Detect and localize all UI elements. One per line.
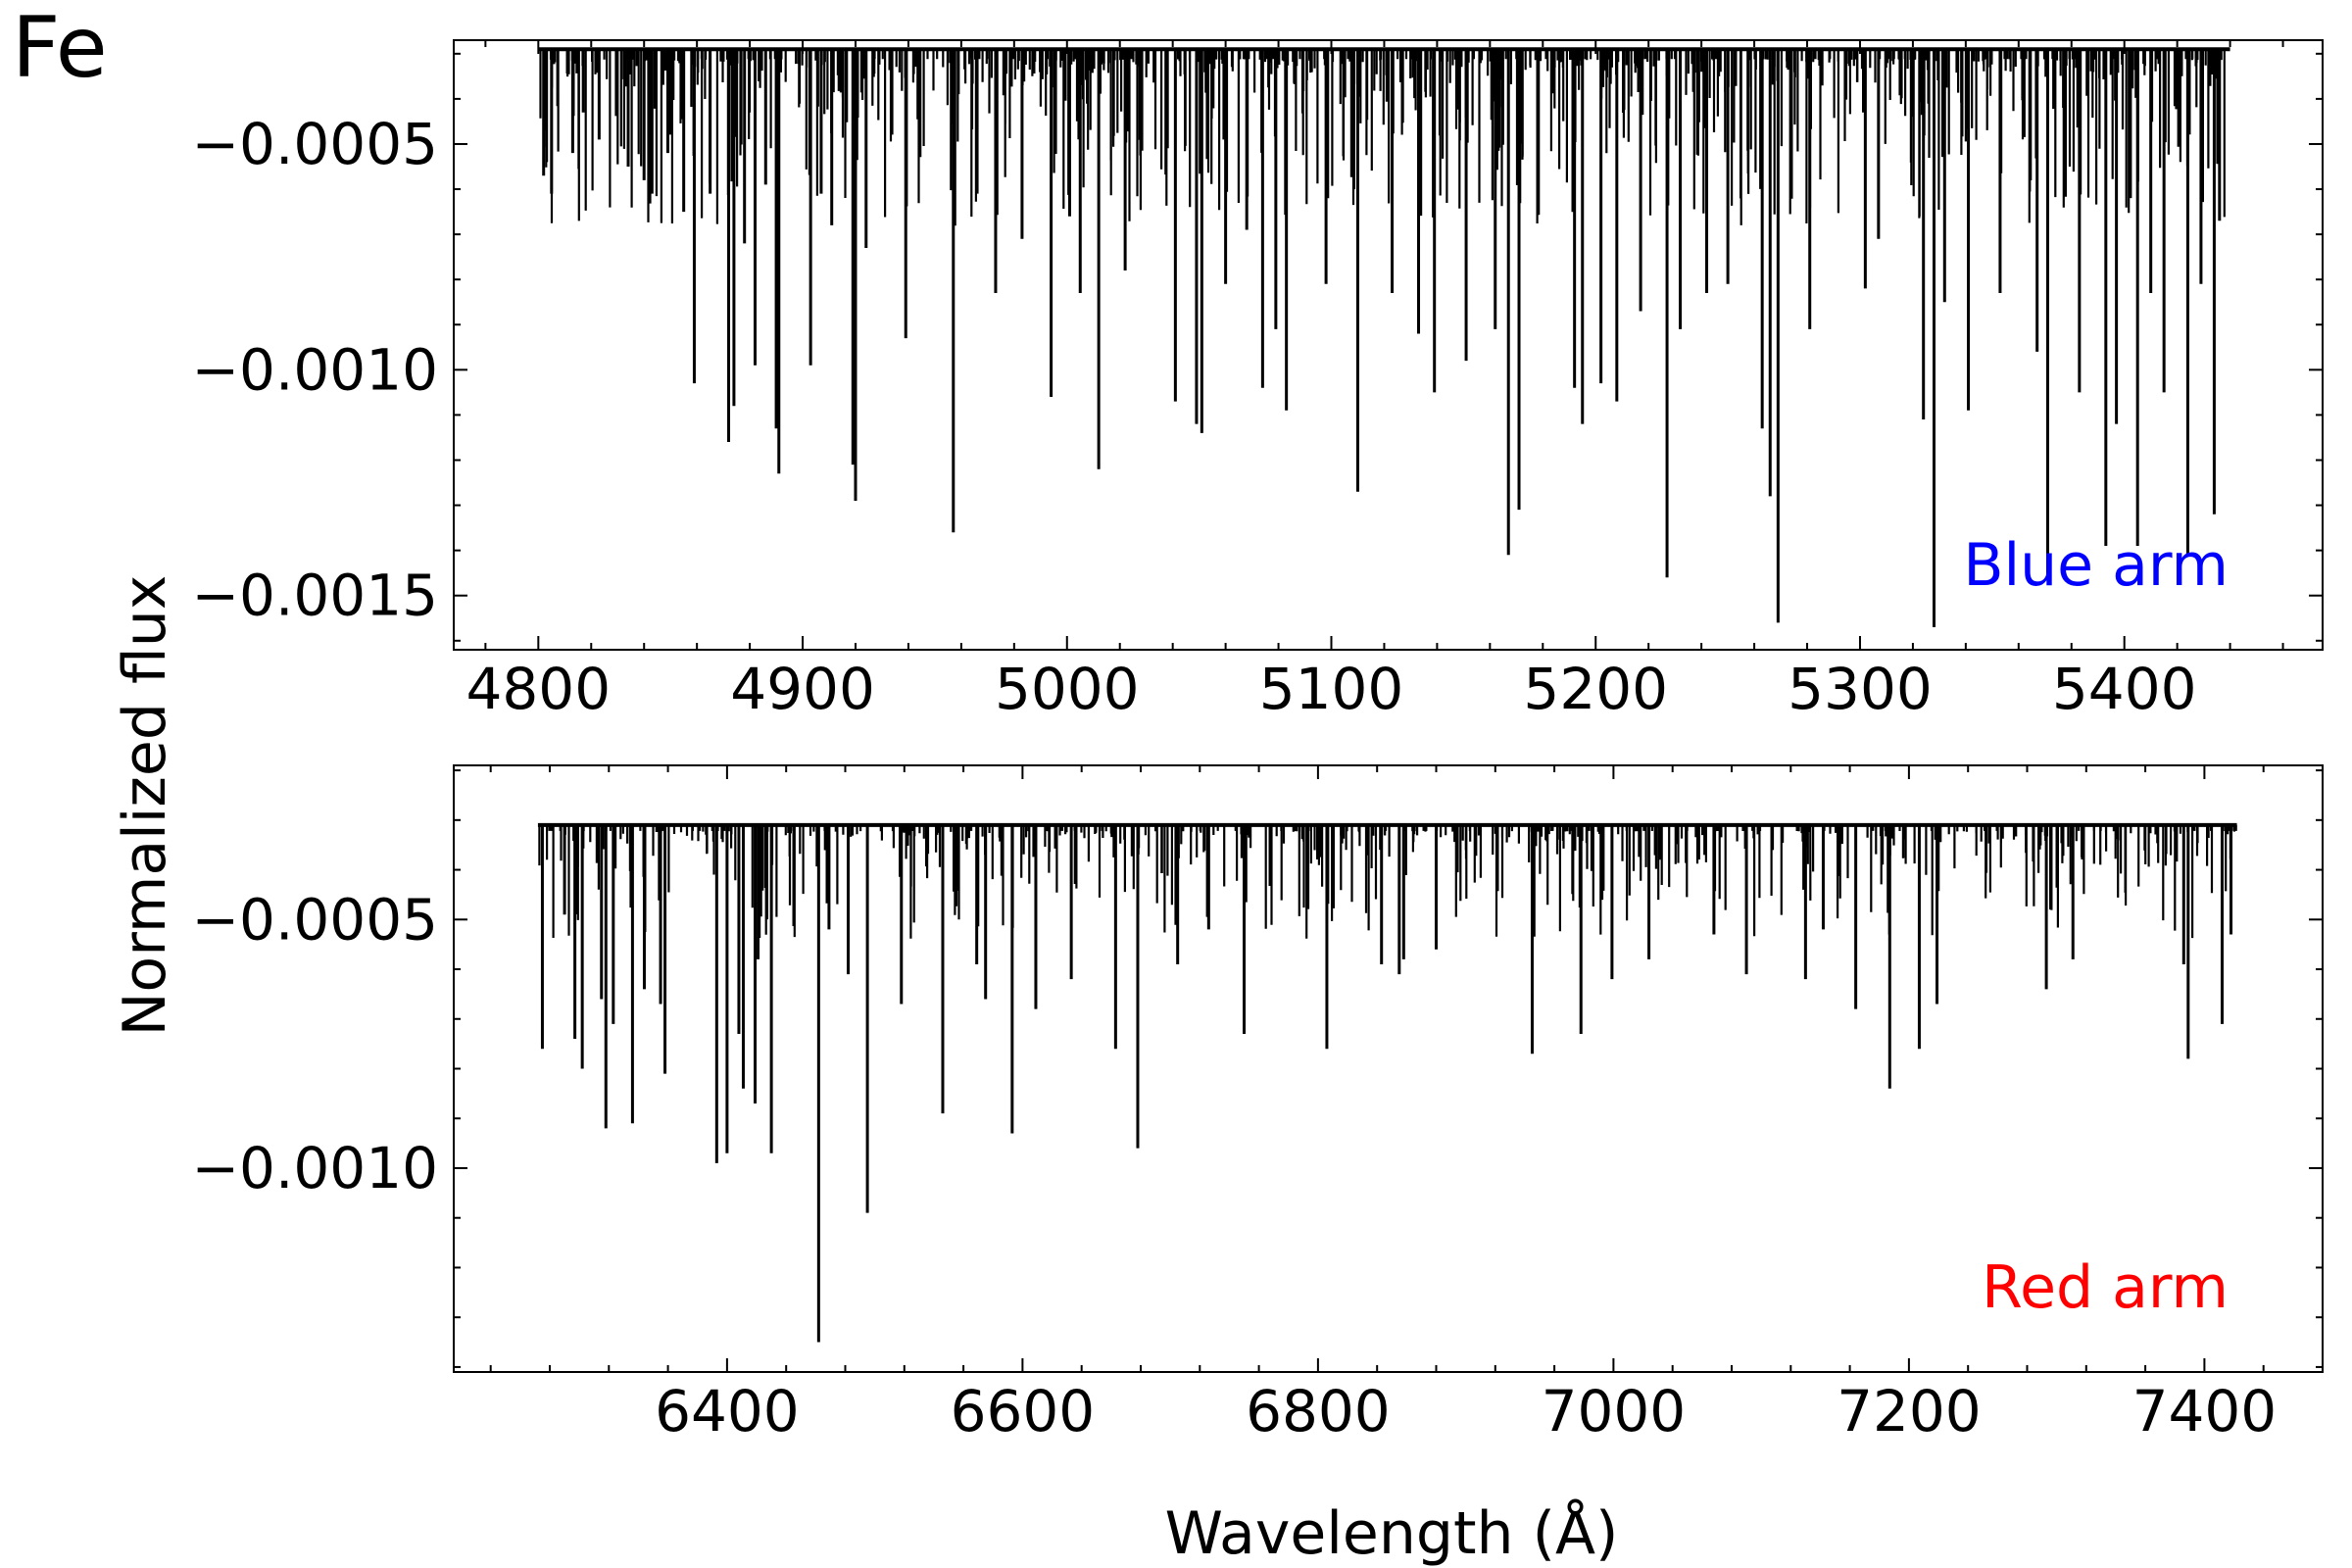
y-tick-label: −0.0010 [191, 1135, 438, 1201]
plot-frame [453, 39, 2324, 651]
panel-label: Red arm [1982, 1253, 2229, 1322]
y-tick-label: −0.0005 [191, 111, 438, 177]
x-tick-label: 5400 [2052, 656, 2197, 722]
panel-label: Blue arm [1963, 531, 2229, 600]
y-axis-label: Normalized flux [111, 574, 179, 1037]
blue-arm-panel: 4800 4900 5000 5100 5200 5300 5400 −0.0005 −0.00… [191, 39, 2324, 722]
x-axis-label: Wavelength (Å) [1164, 1499, 1619, 1568]
x-tick-label: 5100 [1259, 656, 1404, 722]
element-label: Fe [12, 0, 108, 97]
y-tick-label: −0.0010 [191, 336, 438, 403]
x-tick-label: 7000 [1542, 1378, 1687, 1445]
x-tick-label: 6800 [1246, 1378, 1391, 1445]
y-tick-label: −0.0005 [191, 886, 438, 953]
x-tick-label: 5300 [1788, 656, 1933, 722]
x-tick-label: 4800 [466, 656, 612, 722]
x-tick-label: 5000 [995, 656, 1140, 722]
minor-lines-path [539, 49, 2226, 226]
minor-lines-path [538, 824, 2237, 939]
y-tick-label: −0.0015 [191, 563, 438, 629]
x-tick-label: 6400 [655, 1378, 800, 1445]
x-tick-label: 4900 [730, 656, 875, 722]
x-tick-label: 6600 [951, 1378, 1096, 1445]
x-tick-label: 5200 [1523, 656, 1668, 722]
minor-absorption-lines [539, 49, 2226, 226]
x-tick-label: 7400 [2132, 1378, 2278, 1445]
red-arm-panel: 6400 6600 6800 7000 7200 7400 −0.0005 −0.0010 Re… [191, 764, 2324, 1445]
x-tick-label: 7200 [1837, 1378, 1982, 1445]
minor-absorption-lines [538, 824, 2237, 939]
